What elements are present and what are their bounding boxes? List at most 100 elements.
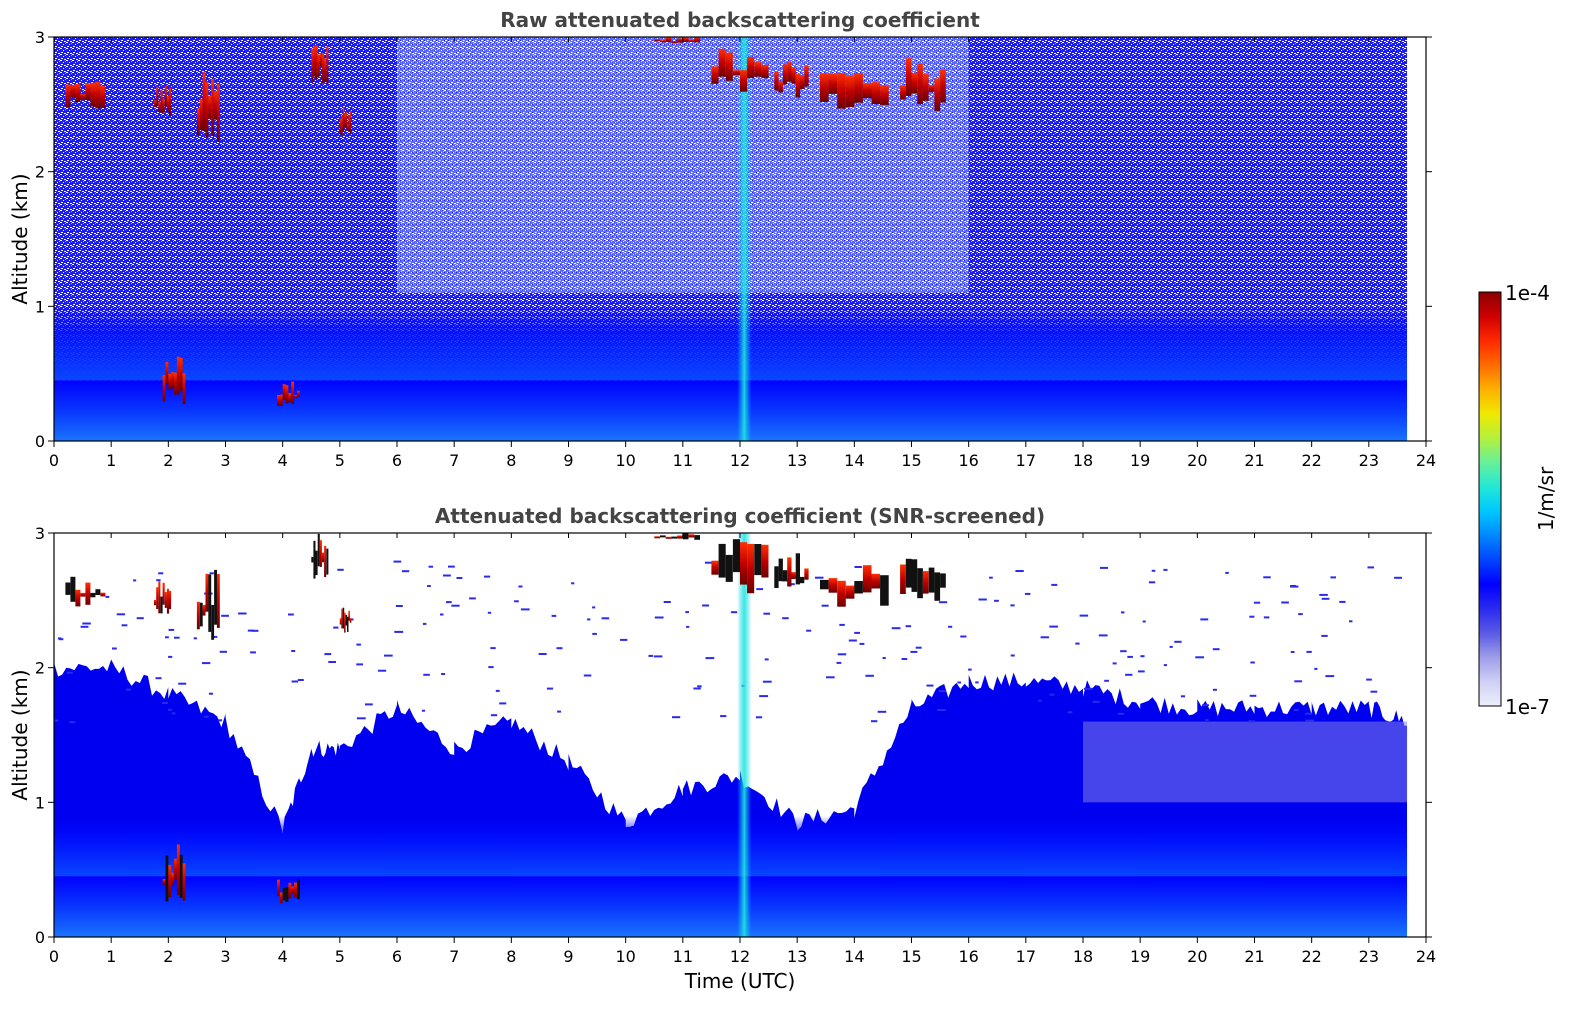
- cloud-cell: [85, 582, 91, 605]
- vertical-streak: [737, 37, 752, 441]
- cloud-cell: [179, 357, 183, 391]
- cloud-cell: [70, 84, 76, 98]
- cloud-cell: [311, 556, 314, 563]
- x-tick-label: 21: [1244, 451, 1264, 470]
- cloud-cell: [900, 564, 906, 594]
- cloud-cell: [168, 373, 172, 390]
- speck: [1253, 601, 1261, 604]
- speck: [1127, 655, 1133, 658]
- speck: [520, 608, 530, 611]
- x-tick-label: 16: [958, 947, 978, 966]
- speck: [1319, 593, 1328, 596]
- cloud-cell: [211, 78, 215, 136]
- cloud-cell: [315, 550, 318, 576]
- speck: [839, 623, 845, 626]
- cloud-cell: [179, 854, 183, 898]
- cloud-cell: [282, 888, 286, 901]
- x-tick-label: 2: [163, 451, 173, 470]
- panel-1: 0 1 2 3 4 5 6 7 8 9 10 11 12 13 14 15 16 17 18 19 20 21 22 23 24…: [8, 8, 1436, 470]
- chart-title: Raw attenuated backscattering coefficien…: [500, 8, 980, 32]
- speck: [54, 719, 59, 722]
- aerosol-layer-lower: [54, 380, 1408, 441]
- cloud-cell: [660, 40, 666, 43]
- speck: [1010, 604, 1015, 607]
- cloud-cell: [837, 580, 846, 607]
- speck: [1120, 650, 1127, 653]
- x-tick-label: 10: [615, 947, 635, 966]
- speck: [975, 681, 979, 684]
- x-tick-label: 24: [1416, 947, 1436, 966]
- cloud-cell: [718, 543, 726, 578]
- speck: [1370, 690, 1378, 693]
- speck: [1349, 620, 1353, 623]
- speck: [422, 622, 427, 625]
- cloud-cell: [900, 85, 906, 100]
- y-tick-label: 1: [35, 793, 45, 812]
- speck: [1169, 645, 1173, 648]
- speck: [915, 646, 922, 649]
- y-tick-label: 3: [35, 28, 45, 47]
- x-tick-label: 8: [506, 947, 516, 966]
- speck: [484, 575, 491, 578]
- cloud-cell: [174, 372, 177, 395]
- speck: [487, 611, 492, 614]
- speck: [538, 653, 547, 655]
- cloud-cell: [277, 879, 280, 896]
- cloud-cell: [940, 69, 946, 103]
- speck: [648, 654, 654, 657]
- speck: [1180, 695, 1186, 698]
- cloud-cell: [778, 81, 783, 93]
- x-tick-label: 8: [506, 451, 516, 470]
- cloud-cell: [90, 592, 96, 598]
- speck: [957, 681, 962, 684]
- speck: [905, 625, 912, 628]
- speck: [469, 597, 476, 600]
- x-tick-label: 17: [1016, 947, 1036, 966]
- cloud-cell: [725, 554, 733, 582]
- cloud-cell: [288, 882, 292, 899]
- speck: [69, 721, 76, 724]
- speck: [790, 583, 795, 586]
- cloud-cell: [160, 89, 163, 113]
- cloud-cell: [804, 65, 809, 87]
- speck: [490, 647, 496, 650]
- cloud-cell: [174, 858, 177, 881]
- speck: [901, 658, 908, 660]
- speck: [156, 579, 161, 582]
- speck: [1249, 694, 1257, 697]
- speck: [441, 673, 446, 675]
- cloud-cell: [761, 544, 769, 578]
- speck: [337, 568, 344, 571]
- cloud-cell: [75, 589, 81, 607]
- cloud-cell: [348, 115, 350, 132]
- cloud-cell: [660, 535, 666, 538]
- cloud-cell: [787, 62, 792, 82]
- cloud-cell: [317, 533, 320, 567]
- cloud-cell: [176, 356, 180, 395]
- speck: [556, 647, 563, 650]
- cloud-cell: [880, 85, 889, 105]
- cloud-cell: [837, 72, 846, 109]
- x-tick-label: 20: [1187, 947, 1207, 966]
- cloud-cell: [168, 864, 172, 897]
- cloud-cell: [90, 82, 96, 107]
- x-tick-label: 22: [1301, 947, 1321, 966]
- cloud-cell: [725, 52, 733, 81]
- speck: [1079, 614, 1089, 617]
- speck: [133, 579, 137, 582]
- cloud-cell: [169, 590, 172, 610]
- x-tick-label: 14: [844, 451, 864, 470]
- cloud-cell: [216, 84, 220, 142]
- x-tick-label: 4: [278, 947, 288, 966]
- colorbar: 1e-4 1e-7 1/m/sr: [1478, 281, 1558, 719]
- speck: [168, 628, 175, 631]
- speck: [211, 635, 218, 638]
- speck: [208, 692, 213, 695]
- speck: [427, 585, 431, 587]
- speck: [697, 685, 702, 688]
- speck: [221, 614, 229, 617]
- cloud-cell: [164, 592, 167, 608]
- speck: [989, 576, 993, 579]
- speck: [158, 572, 164, 575]
- x-tick-label: 7: [449, 947, 459, 966]
